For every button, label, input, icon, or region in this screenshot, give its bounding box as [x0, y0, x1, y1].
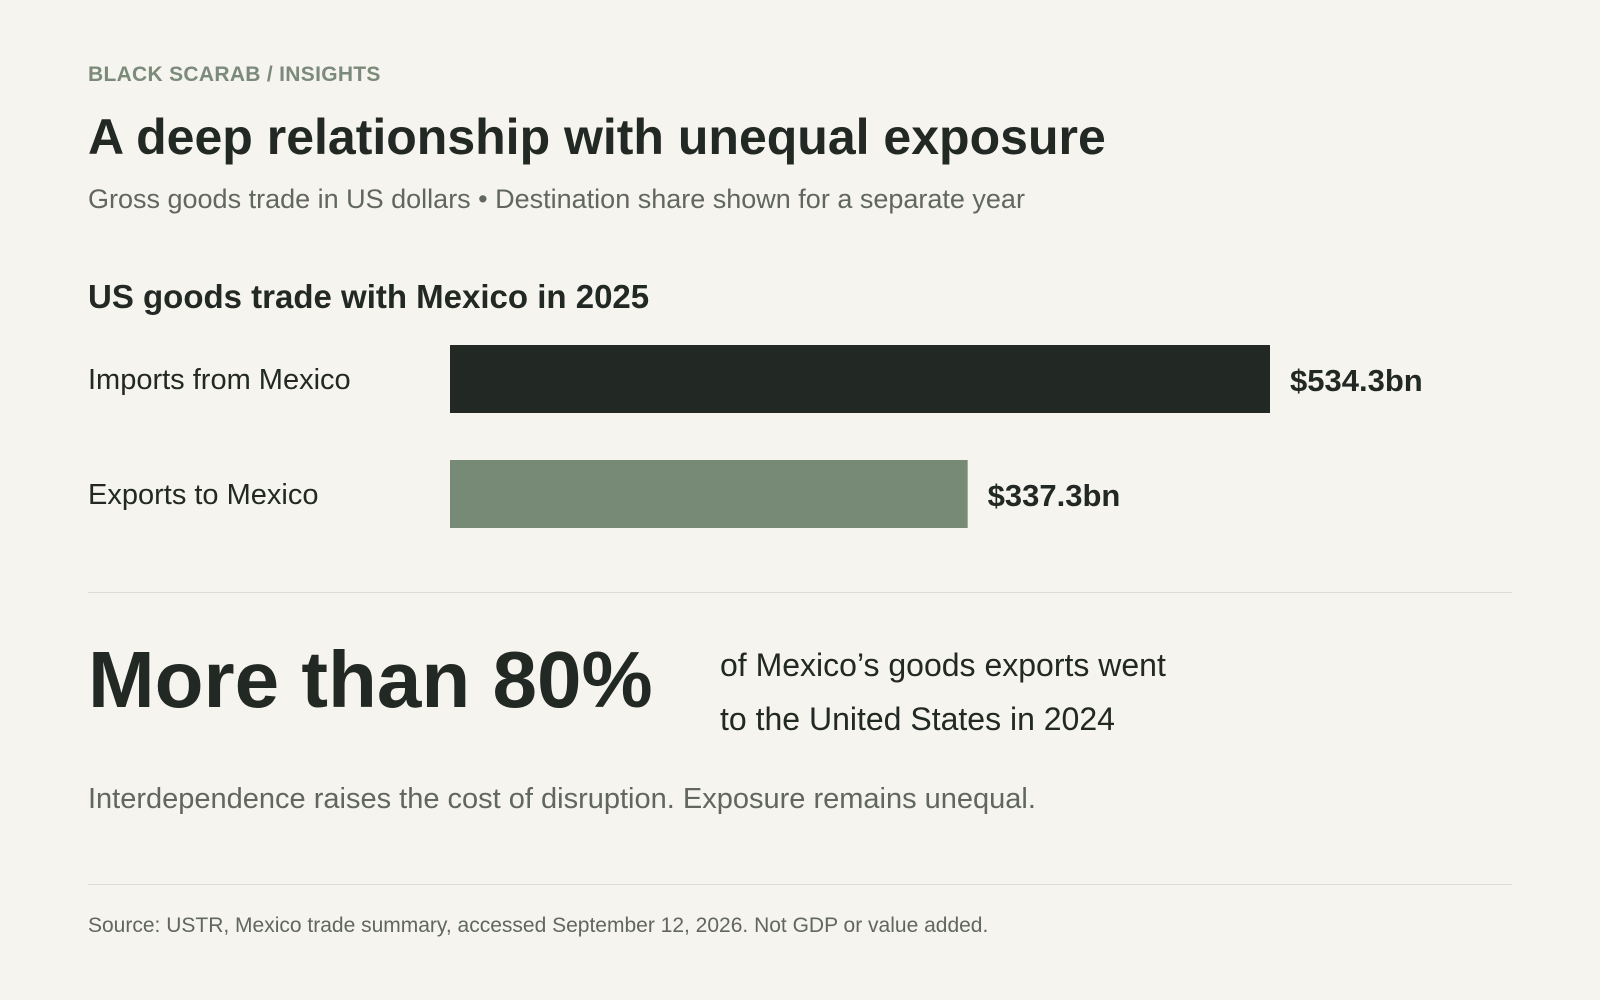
value-label: $534.3bn — [1290, 363, 1423, 398]
source-note: Source: USTR, Mexico trade summary, acce… — [88, 914, 989, 937]
chart-title: US goods trade with Mexico in 2025 — [88, 278, 650, 315]
eyebrow-label: BLACK SCARAB / INSIGHTS — [88, 63, 381, 86]
category-label: Exports to Mexico — [88, 479, 318, 511]
stat-description-line-1: of Mexico’s goods exports went — [720, 647, 1166, 683]
divider — [88, 592, 1512, 593]
bar — [450, 460, 968, 528]
page-subtitle: Gross goods trade in US dollars • Destin… — [88, 184, 1025, 214]
stat-description: of Mexico’s goods exports went to the Un… — [720, 638, 1240, 746]
takeaway-text: Interdependence raises the cost of disru… — [88, 783, 1036, 815]
bar-chart: Imports from Mexico $534.3bn Exports to Me… — [88, 345, 1423, 528]
category-label: Imports from Mexico — [88, 364, 351, 396]
divider — [88, 884, 1512, 885]
stat-description-line-2: to the United States in 2024 — [720, 701, 1115, 737]
bar — [450, 345, 1270, 413]
page-title: A deep relationship with unequal exposur… — [88, 109, 1106, 165]
infographic: BLACK SCARAB / INSIGHTS A deep relations… — [88, 0, 1512, 1000]
value-label: $337.3bn — [988, 478, 1121, 513]
stat-headline: More than 80% — [88, 635, 653, 724]
